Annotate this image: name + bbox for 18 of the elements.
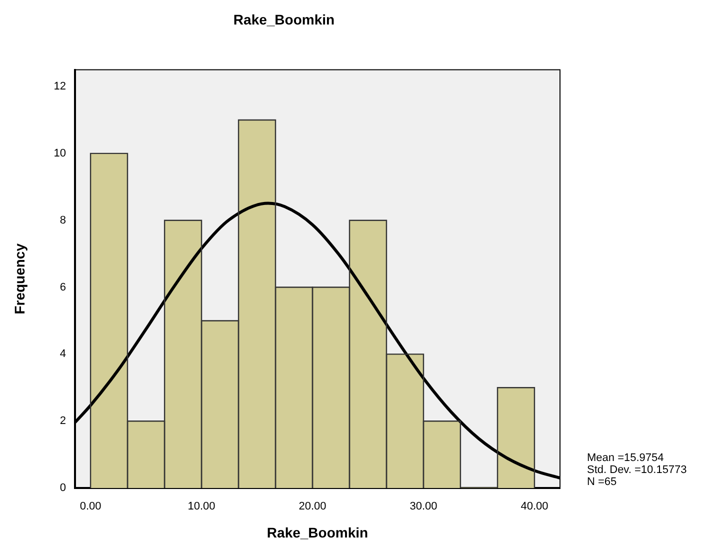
x-axis-title: Rake_Boomkin [266, 524, 368, 540]
y-tick-label: 4 [60, 348, 66, 360]
text: Mean =15.9754 [587, 452, 665, 464]
y-tick-label: 6 [60, 281, 66, 294]
x-tick-label: 0.00 [80, 500, 102, 513]
x-tick-label: 10.00 [188, 500, 216, 513]
text: N =65 [587, 476, 618, 488]
y-tick-label: 10 [54, 147, 66, 160]
y-tick-label: 2 [60, 415, 66, 428]
chart-title: Rake_Boomkin [233, 11, 335, 28]
y-axis-title: Frequency [11, 243, 28, 314]
y-tick-label: 12 [54, 80, 66, 93]
y-tick-label: 0 [60, 482, 66, 494]
text: Std. Dev. =10.15773 [587, 464, 687, 476]
y-tick-label: 8 [60, 214, 66, 226]
x-tick-label: 40.00 [520, 500, 548, 513]
x-tick-label: 20.00 [298, 500, 326, 513]
x-tick-label: 30.00 [410, 500, 438, 513]
